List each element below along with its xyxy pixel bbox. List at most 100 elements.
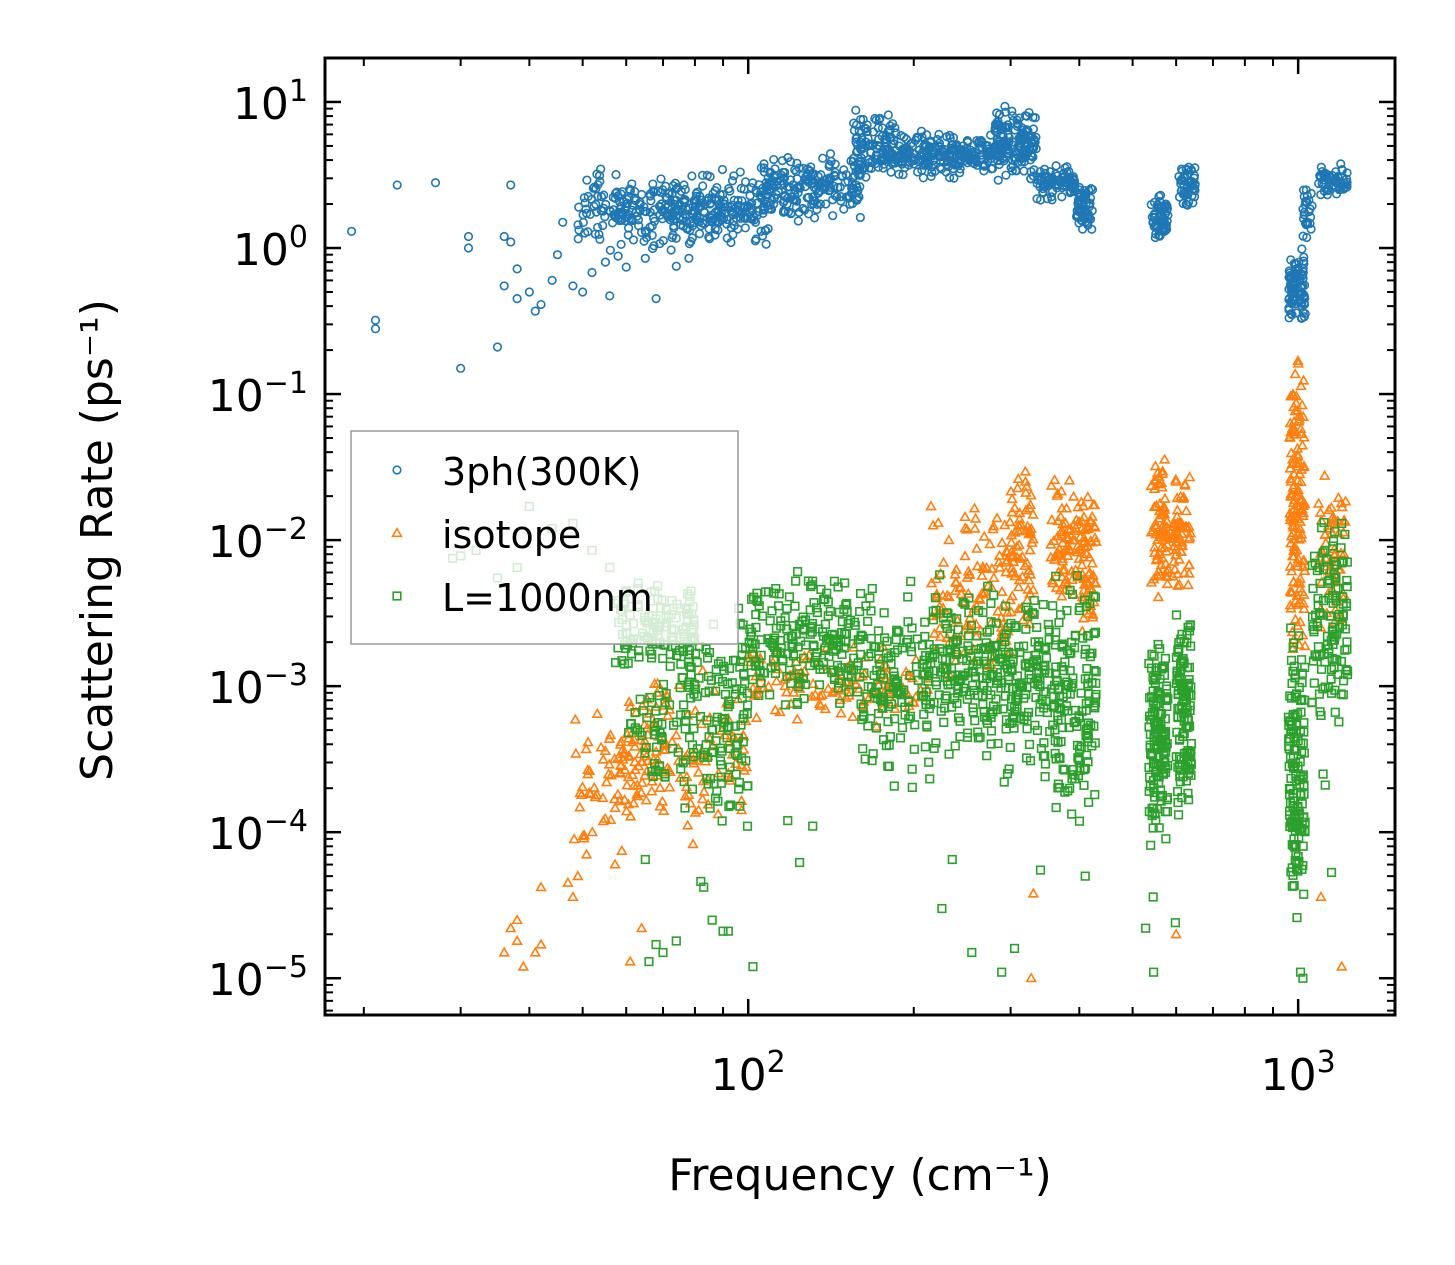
data-point [913,167,923,177]
data-point [1078,195,1089,205]
data-point [1038,599,1048,610]
data-point [755,666,765,676]
data-point [1045,726,1055,737]
data-point [1342,644,1352,654]
data-point [1087,224,1097,234]
data-point [1291,474,1304,485]
data-point [1155,196,1165,207]
data-point [694,212,705,223]
y-axis-label: Scattering Rate (ps⁻¹) [72,299,123,781]
data-point [1055,753,1065,764]
legend-marker-square [392,591,402,601]
data-point [610,658,621,668]
data-point [917,640,928,650]
data-point [492,342,503,352]
data-point [524,287,534,297]
data-point [687,171,697,181]
data-point [928,627,941,638]
data-point [1317,523,1327,533]
data-point [702,170,712,180]
data-point [1148,474,1161,485]
data-point [873,679,883,690]
data-point [1068,770,1078,780]
data-point [1287,425,1300,436]
data-point [506,237,516,247]
data-point [1074,713,1085,723]
data-point [1026,536,1038,547]
data-point [1326,664,1337,675]
data-point [1089,521,1101,532]
data-point [1306,188,1316,199]
data-point [968,660,978,671]
data-point [740,177,751,187]
data-point [1089,628,1099,639]
data-point [990,640,1000,650]
data-point [937,903,947,914]
data-point [1027,887,1040,898]
data-point [828,211,838,221]
data-point [854,163,865,173]
data-point [1006,493,1018,504]
data-point [1156,481,1168,492]
data-point [1081,644,1091,654]
data-point [725,762,735,772]
data-point [604,729,617,740]
data-point [916,151,926,161]
data-point [881,648,892,658]
data-point [692,657,702,667]
data-point [807,627,817,637]
data-point [798,203,808,214]
data-point [1285,472,1297,483]
data-point [885,732,895,742]
data-point [1090,592,1101,602]
data-point [854,192,864,202]
data-point [1149,651,1159,661]
data-point [1022,724,1032,734]
data-point [1081,576,1094,587]
data-point [980,561,993,572]
data-point [512,294,522,304]
data-point [1051,487,1064,498]
data-point [1291,460,1304,471]
data-point [1292,913,1302,923]
data-point [685,203,695,213]
data-point [727,678,737,688]
data-point [1170,918,1180,928]
data-point [785,175,796,185]
data-point [1062,523,1074,534]
data-point [882,154,892,165]
data-point [715,743,726,753]
data-point [976,587,988,598]
data-point [746,631,756,641]
data-point [1077,216,1088,226]
data-point [1179,716,1189,726]
data-point [1294,774,1305,785]
data-point [1296,313,1307,324]
data-point [604,814,617,825]
data-point [918,141,929,151]
data-point [1296,439,1309,450]
data-point [819,703,832,714]
data-point [1035,681,1045,692]
data-point [959,550,971,561]
data-point [1300,218,1311,228]
data-point [978,530,991,541]
data-point [1070,630,1081,640]
data-point [1290,826,1300,836]
data-point [1062,532,1075,543]
data-point [953,684,964,694]
data-point [807,621,817,631]
data-point [616,239,626,249]
data-point [996,536,1008,547]
data-point [582,175,592,185]
data-point [1180,190,1190,201]
data-point [1080,763,1090,774]
data-point [680,195,690,205]
data-point [793,682,804,692]
data-point [1171,492,1183,503]
data-point [961,523,973,534]
data-point [869,670,879,681]
data-point [1021,141,1031,151]
data-point [846,710,859,721]
data-point [811,603,822,613]
